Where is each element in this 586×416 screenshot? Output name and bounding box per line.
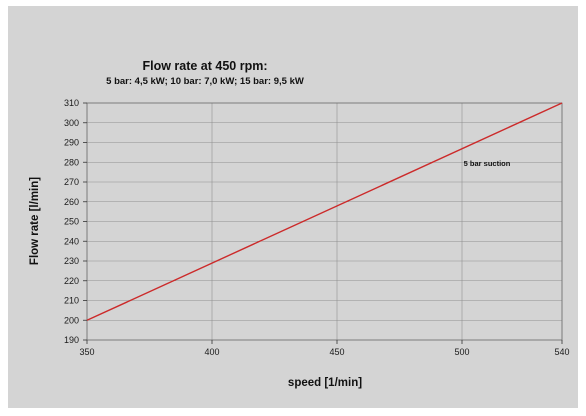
y-tick-label: 230	[64, 256, 79, 266]
y-tick-label: 290	[64, 138, 79, 148]
x-tick-label: 400	[204, 347, 219, 357]
chart-title: Flow rate at 450 rpm:	[142, 59, 267, 73]
x-tick-label: 350	[79, 347, 94, 357]
x-tick-label: 450	[329, 347, 344, 357]
y-tick-label: 240	[64, 236, 79, 246]
y-axis-label: Flow rate [l/min]	[29, 177, 41, 265]
series-line	[86, 102, 563, 321]
y-tick-label: 190	[64, 335, 79, 345]
y-tick-label: 250	[64, 217, 79, 227]
y-tick-label: 300	[64, 118, 79, 128]
y-tick-label: 210	[64, 296, 79, 306]
x-axis-label: speed [1/min]	[288, 377, 362, 389]
plot-area: 190 200 210 220 230 240 250 260 270 280 290 300 310 3…	[64, 98, 570, 357]
y-tick-label: 270	[64, 177, 79, 187]
y-tick-label: 200	[64, 315, 79, 325]
y-tick-label: 260	[64, 197, 79, 207]
series-annotation: 5 bar suction	[464, 159, 511, 168]
y-tick-label: 280	[64, 157, 79, 167]
chart-subtitle: 5 bar: 4,5 kW; 10 bar: 7,0 kW; 15 bar: 9…	[106, 76, 304, 87]
x-tick-label: 540	[554, 347, 569, 357]
x-tick-label: 500	[454, 347, 469, 357]
y-tick-label: 220	[64, 276, 79, 286]
y-tick-label: 310	[64, 98, 79, 108]
